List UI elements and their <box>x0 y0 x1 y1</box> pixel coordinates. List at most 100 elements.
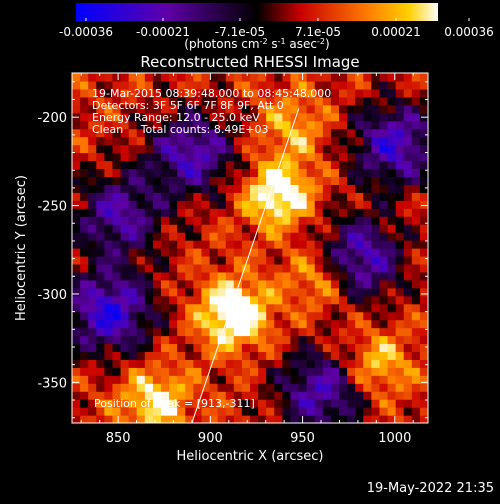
heatmap-cell <box>322 200 332 209</box>
heatmap-cell <box>306 271 316 281</box>
heatmap-cell <box>306 216 316 225</box>
heatmap-cell <box>217 367 227 376</box>
heatmap-cell <box>112 407 122 416</box>
heatmap-cell <box>241 255 251 265</box>
heatmap-cell <box>355 335 364 345</box>
heatmap-cell <box>112 120 122 130</box>
heatmap-cell <box>96 128 105 138</box>
heatmap-cell <box>387 120 397 130</box>
heatmap-cell <box>266 104 275 114</box>
heatmap-cell <box>112 152 122 162</box>
heatmap-cell <box>250 375 259 384</box>
heatmap-cell <box>250 104 259 114</box>
heatmap-cell <box>233 168 243 177</box>
heatmap-cell <box>104 168 114 177</box>
heatmap-cell <box>233 144 243 154</box>
heatmap-cell <box>88 88 97 98</box>
heatmap-cell <box>395 391 405 400</box>
heatmap-cell <box>403 73 413 82</box>
heatmap-cell <box>201 128 211 138</box>
heatmap-cell <box>112 415 122 423</box>
heatmap-cell <box>347 168 356 177</box>
heatmap-cell <box>80 73 89 82</box>
heatmap-cell <box>72 415 81 423</box>
heatmap-cell <box>379 295 389 305</box>
heatmap-cell <box>104 271 114 281</box>
heatmap-cell <box>314 399 324 408</box>
heatmap-cell <box>322 160 332 170</box>
heatmap-cell <box>225 73 235 82</box>
heatmap-cell <box>339 168 348 177</box>
heatmap-cell <box>274 184 283 193</box>
heatmap-cell <box>282 343 292 352</box>
heatmap-cell <box>152 351 162 360</box>
heatmap-cell <box>419 144 428 154</box>
heatmap-cell <box>355 399 364 408</box>
heatmap-cell <box>161 176 170 185</box>
heatmap-cell <box>379 232 389 241</box>
heatmap-cell <box>217 279 227 289</box>
heatmap-cell <box>225 160 235 170</box>
heatmap-cell <box>80 240 89 249</box>
heatmap-cell <box>152 88 162 98</box>
heatmap-cell <box>104 375 114 384</box>
heatmap-cell <box>88 375 97 384</box>
heatmap-cell <box>322 80 332 90</box>
heatmap-cell <box>314 168 324 177</box>
heatmap-cell <box>306 415 316 423</box>
heatmap-cell <box>201 271 211 281</box>
heatmap-cell <box>96 279 105 289</box>
heatmap-cell <box>314 295 324 305</box>
heatmap-cell <box>120 192 130 201</box>
heatmap-cell <box>274 232 283 241</box>
heatmap-cell <box>120 88 130 98</box>
heatmap-cell <box>411 208 421 217</box>
heatmap-cell <box>266 319 275 329</box>
heatmap-cell <box>363 391 372 400</box>
heatmap-cell <box>306 407 316 416</box>
heatmap-cell <box>128 192 138 201</box>
heatmap-cell <box>152 359 162 368</box>
heatmap-cell <box>250 168 259 177</box>
heatmap-cell <box>395 176 405 185</box>
heatmap-cell <box>144 208 154 217</box>
heatmap-cell <box>258 128 267 138</box>
heatmap-cell <box>209 176 219 185</box>
heatmap-cell <box>379 152 389 162</box>
heatmap-cell <box>104 136 114 146</box>
heatmap-cell <box>266 152 275 162</box>
heatmap-cell <box>339 359 348 368</box>
heatmap-cell <box>161 271 170 281</box>
heatmap-cell <box>233 279 243 289</box>
heatmap-cell <box>282 104 292 114</box>
heatmap-cell <box>266 248 275 257</box>
heatmap-cell <box>88 152 97 162</box>
heatmap-cell <box>403 287 413 297</box>
heatmap-cell <box>112 271 122 281</box>
heatmap-cell <box>185 303 194 313</box>
heatmap-cell <box>379 248 389 257</box>
heatmap-cell <box>201 375 211 384</box>
heatmap-cell <box>201 279 211 289</box>
heatmap-cell <box>169 73 178 82</box>
heatmap-cell <box>274 104 283 114</box>
timestamp: 19-May-2022 21:35 <box>366 481 494 496</box>
heatmap-cell <box>298 200 308 209</box>
heatmap-cell <box>266 128 275 138</box>
heatmap-cell <box>250 184 259 193</box>
heatmap-cell <box>298 319 308 329</box>
heatmap-cell <box>347 383 356 392</box>
heatmap-cell <box>144 200 154 209</box>
heatmap-cell <box>144 375 154 384</box>
heatmap-cell <box>355 240 364 249</box>
heatmap-cell <box>233 271 243 281</box>
heatmap-cell <box>379 240 389 249</box>
colorbar <box>76 3 438 21</box>
heatmap-cell <box>193 176 203 185</box>
heatmap-cell <box>161 80 170 90</box>
heatmap-cell <box>322 152 332 162</box>
heatmap-cell <box>371 192 381 201</box>
heatmap-cell <box>419 248 428 257</box>
heatmap-cell <box>371 295 381 305</box>
heatmap-cell <box>403 351 413 360</box>
